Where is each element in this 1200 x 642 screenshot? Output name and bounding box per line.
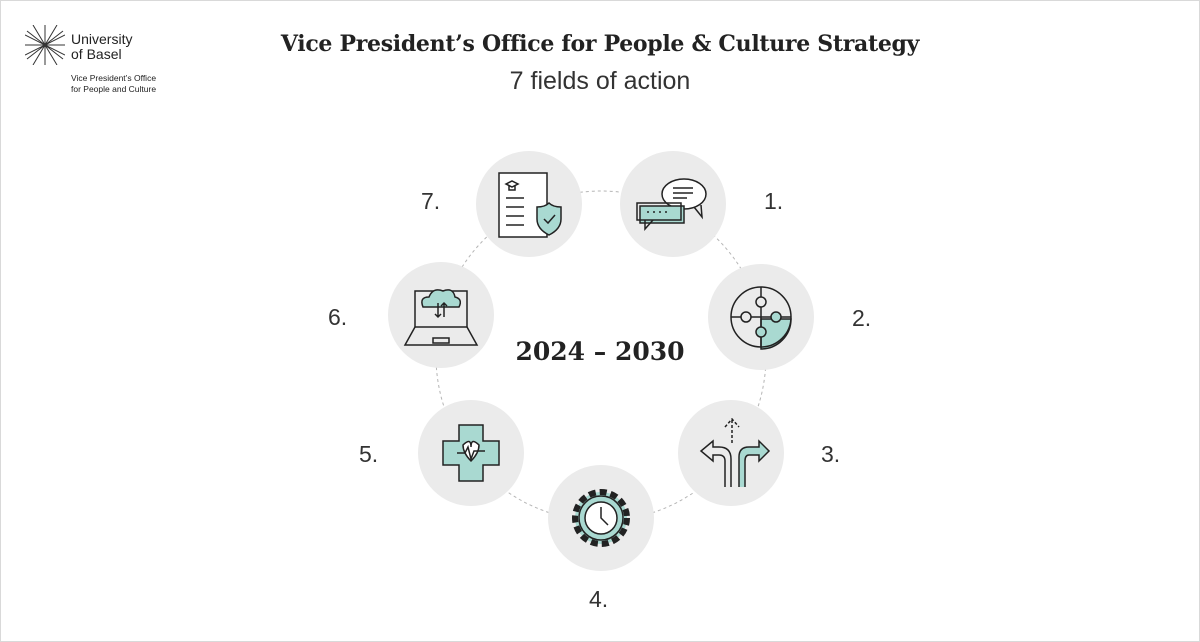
field-7-number: 7.: [421, 188, 441, 214]
field-3-number: 3.: [821, 441, 841, 467]
field-6-icon-circle: [388, 262, 494, 368]
field-5-icon-circle: [418, 400, 524, 506]
field-1-icon-circle: [620, 151, 726, 257]
puzzle-icon: [730, 286, 792, 350]
field-4-number: 4.: [589, 586, 609, 612]
field-4-icon-circle: [548, 465, 654, 571]
document-shield-icon: [498, 172, 562, 238]
logo-name: University of Basel: [71, 31, 133, 62]
field-3-icon-circle: [678, 400, 784, 506]
gear-clock-icon: [572, 489, 630, 547]
field-6-number: 6.: [328, 304, 348, 330]
crossroads-arrows-icon: [699, 417, 771, 487]
field-2-number: 2.: [852, 305, 872, 331]
field-7-icon-circle: [476, 151, 582, 257]
field-5-number: 5.: [359, 441, 379, 467]
laptop-cloud-icon: [403, 289, 479, 346]
field-1-number: 1.: [764, 188, 784, 214]
logo-subtitle: Vice President’s Office for People and Cu…: [71, 73, 157, 94]
health-cross-heartbeat-icon: [442, 424, 500, 482]
page-title: Vice President’s Office for People & Cul…: [280, 31, 920, 57]
university-logo: University of Basel Vice President’s Offi…: [24, 24, 156, 94]
page-subtitle: 7 fields of action: [509, 67, 691, 95]
field-2-icon-circle: [708, 264, 814, 370]
strategy-period: 2024 – 2030: [515, 337, 685, 366]
basel-logo-mark-icon: [24, 24, 66, 66]
speech-bubbles-icon: [636, 178, 707, 231]
